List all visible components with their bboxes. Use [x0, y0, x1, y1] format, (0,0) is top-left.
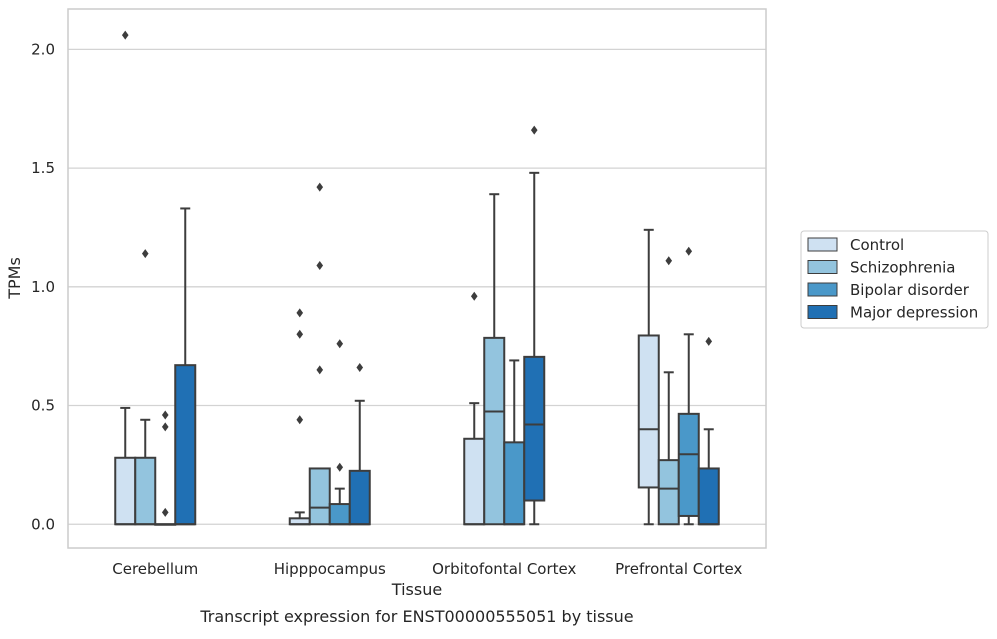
legend-label: Major depression: [850, 304, 978, 322]
box-iqr: [114, 456, 137, 526]
outlier-point: [470, 291, 478, 301]
y-tick-label: 1.5: [31, 159, 55, 177]
legend-label: Control: [850, 236, 904, 254]
y-tick-label: 0.5: [31, 397, 55, 415]
outlier-point: [296, 329, 304, 339]
x-axis-label: Tissue: [391, 580, 442, 599]
box-iqr: [174, 364, 197, 526]
legend-swatch: [807, 282, 838, 297]
outlier-point: [530, 125, 538, 135]
x-tick-label: Cerebellum: [112, 560, 198, 578]
outlier-point: [336, 462, 344, 472]
box-major-depression: [174, 207, 197, 526]
y-axis-label: TPMs: [5, 257, 24, 300]
outlier-point: [316, 182, 324, 192]
box-control: [114, 30, 137, 526]
box-schizophrenia: [657, 256, 680, 526]
box-iqr: [677, 412, 700, 517]
outlier-point: [316, 365, 324, 375]
y-tick-labels: 0.0 0.5 1.0 1.5 2.0: [31, 40, 55, 533]
x-tick-label: Hipppocampus: [274, 560, 386, 578]
legend-swatch: [807, 305, 838, 319]
grid-lines: [68, 48, 766, 525]
box-iqr: [503, 441, 526, 526]
outlier-point: [685, 246, 693, 256]
outlier-point: [161, 507, 169, 517]
box-iqr: [328, 503, 351, 526]
box-iqr: [308, 467, 331, 526]
outlier-point: [296, 415, 304, 425]
legend-label: Schizophrenia: [850, 259, 955, 277]
outlier-point: [336, 339, 344, 349]
outlier-point: [296, 308, 304, 318]
box-iqr: [463, 437, 486, 526]
legend-swatch: [807, 237, 838, 252]
box-bipolar-disorder: [503, 359, 526, 526]
box-control: [288, 308, 311, 526]
box-iqr: [637, 334, 660, 489]
box-schizophrenia: [483, 193, 506, 526]
legend-frame: [800, 230, 989, 329]
legend: Control Schizophrenia Bipolar disorder Majo…: [800, 230, 989, 329]
box-control: [637, 228, 660, 526]
legend-swatch: [807, 260, 838, 274]
outlier-point: [161, 410, 169, 420]
box-bipolar-disorder: [328, 339, 351, 526]
x-tick-labels: Cerebellum Hipppocampus Orbitofontal Corte…: [112, 560, 742, 578]
box-iqr: [523, 355, 546, 502]
box-bipolar-disorder: [154, 410, 177, 526]
x-tick-label: Prefrontal Cortex: [615, 560, 742, 578]
outlier-point: [161, 422, 169, 432]
box-major-depression: [697, 336, 720, 526]
outlier-point: [141, 249, 149, 259]
box-iqr: [348, 469, 371, 526]
boxes-layer: [114, 30, 720, 526]
outlier-point: [705, 336, 713, 346]
legend-label: Bipolar disorder: [850, 281, 970, 299]
outlier-point: [121, 30, 129, 40]
box-schizophrenia: [308, 182, 331, 526]
chart-caption: Transcript expression for ENST0000055505…: [199, 607, 633, 626]
box-control: [463, 291, 486, 526]
y-tick-label: 0.0: [31, 515, 55, 533]
y-tick-label: 1.0: [31, 278, 55, 296]
box-bipolar-disorder: [677, 246, 700, 526]
outlier-point: [356, 363, 364, 373]
box-major-depression: [348, 363, 371, 526]
box-iqr: [657, 459, 680, 526]
y-tick-label: 2.0: [31, 40, 55, 58]
box-major-depression: [523, 125, 546, 526]
box-iqr: [134, 456, 157, 526]
box-iqr: [697, 467, 720, 526]
outlier-point: [665, 256, 673, 266]
outlier-point: [316, 260, 324, 270]
plot-frame: [67, 8, 767, 549]
box-schizophrenia: [134, 249, 157, 526]
box-iqr: [483, 336, 506, 526]
x-tick-label: Orbitofontal Cortex: [432, 560, 576, 578]
